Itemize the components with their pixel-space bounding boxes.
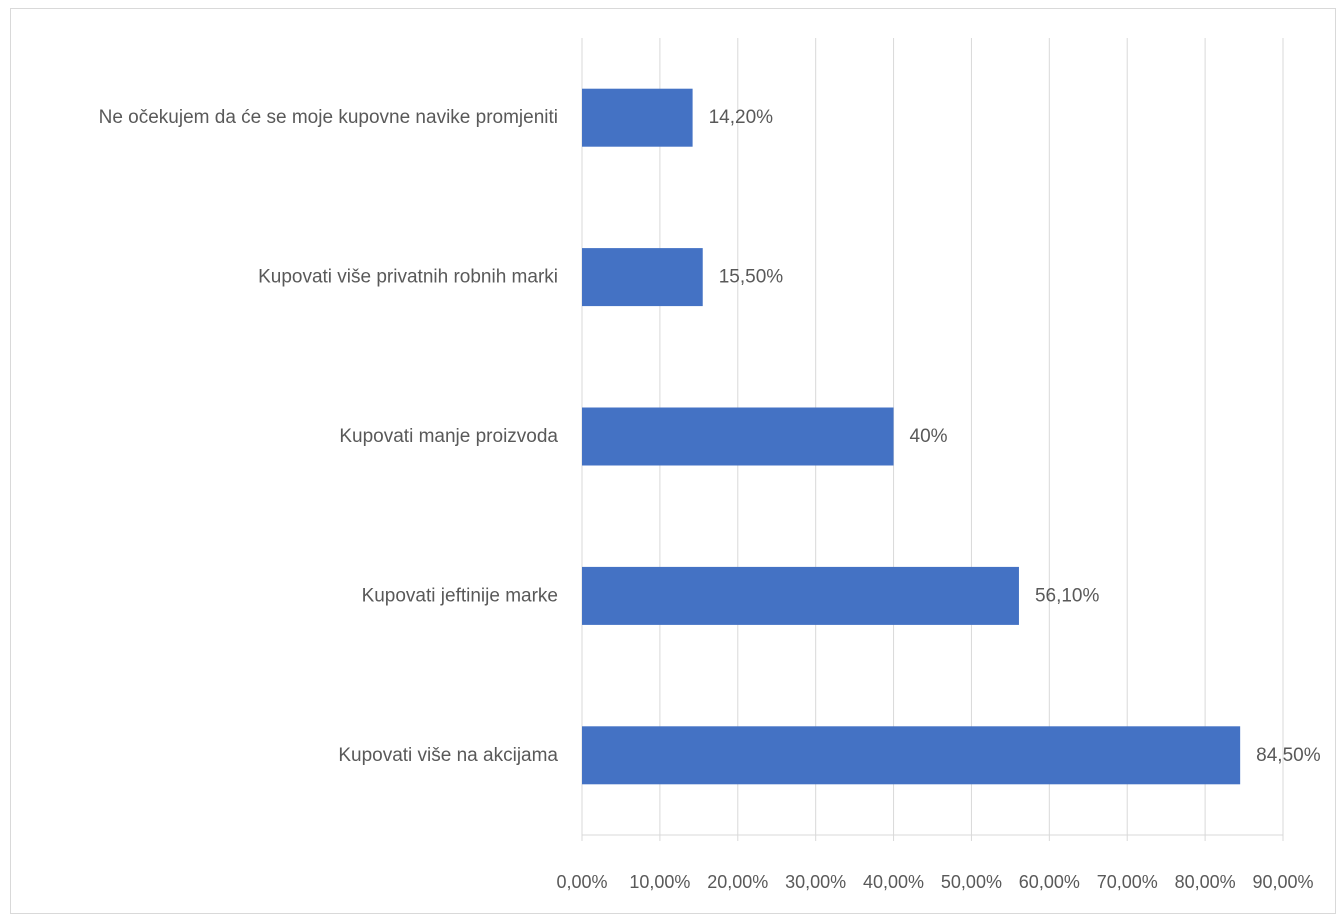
bar-3: [582, 566, 1019, 625]
x-tick-label-4: 40,00%: [863, 872, 924, 892]
category-label-1: Kupovati više privatnih robnih marki: [258, 267, 558, 288]
x-tick-label-1: 10,00%: [629, 872, 690, 892]
category-label-0: Ne očekujem da će se moje kupovne navike…: [99, 107, 558, 128]
x-tick-label-5: 50,00%: [941, 872, 1002, 892]
x-tick-labels: 0,00% 10,00% 20,00% 30,00% 40,00% 50,00% 60,00…: [556, 872, 1313, 892]
data-labels: 14,20% 15,50% 40% 56,10% 84,50%: [709, 107, 1321, 766]
x-tick-label-2: 20,00%: [707, 872, 768, 892]
x-tick-label-6: 60,00%: [1019, 872, 1080, 892]
bar-2: [582, 407, 894, 466]
x-tick-label-8: 80,00%: [1175, 872, 1236, 892]
bar-0: [582, 88, 693, 147]
x-tick-label-7: 70,00%: [1097, 872, 1158, 892]
data-label-4: 84,50%: [1256, 745, 1321, 766]
data-label-2: 40%: [910, 426, 948, 447]
category-label-4: Kupovati više na akcijama: [338, 745, 558, 766]
x-tick-label-9: 90,00%: [1252, 872, 1313, 892]
category-label-3: Kupovati jeftinije marke: [362, 585, 558, 606]
x-tick-label-0: 0,00%: [556, 872, 607, 892]
bar-4: [582, 726, 1241, 785]
category-labels: Ne očekujem da će se moje kupovne navike…: [99, 107, 559, 766]
data-label-0: 14,20%: [709, 107, 774, 128]
category-label-2: Kupovati manje proizvoda: [339, 426, 558, 447]
data-label-3: 56,10%: [1035, 585, 1100, 606]
bars: [582, 88, 1241, 785]
x-tick-label-3: 30,00%: [785, 872, 846, 892]
bar-1: [582, 248, 703, 307]
data-label-1: 15,50%: [719, 267, 784, 288]
gridlines: [581, 38, 1284, 841]
